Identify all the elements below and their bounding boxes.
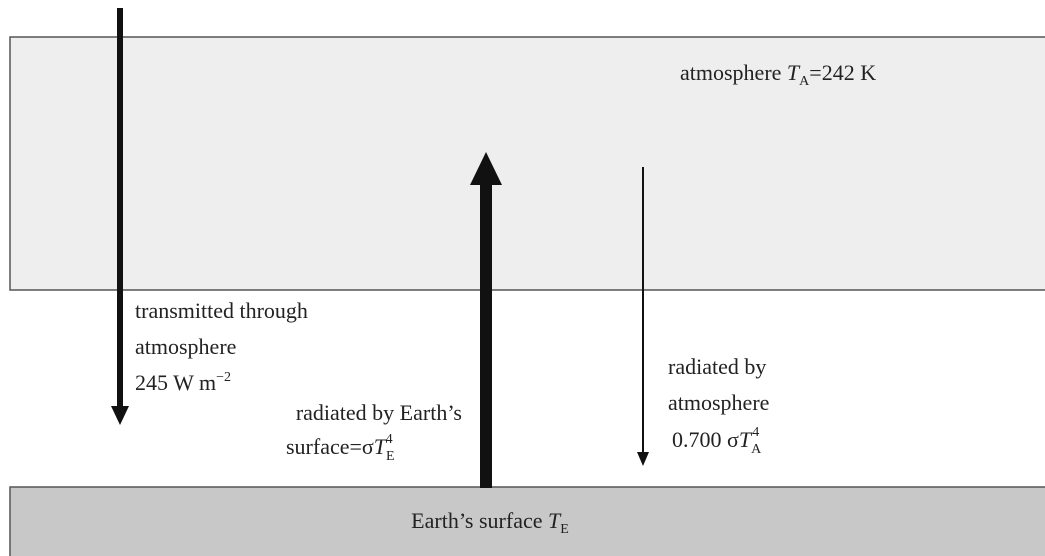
subscript: E xyxy=(560,522,569,537)
symbol: T xyxy=(374,434,388,459)
transmitted-flux: 245 W m−2 xyxy=(135,370,231,395)
earth-surface-layer xyxy=(9,486,1045,556)
surface-emission-formula: surface=σTE 4 xyxy=(286,432,395,464)
symbol: T xyxy=(548,508,562,533)
symbol: T xyxy=(739,427,753,452)
atmosphere-label: atmosphere TA=242 K xyxy=(680,60,876,89)
atmosphere-emission-label: atmosphere xyxy=(668,390,769,415)
subscript: A xyxy=(751,442,762,457)
subscript: A xyxy=(799,74,810,89)
surface-arrow-shaft xyxy=(480,182,492,488)
subscript: E xyxy=(386,449,395,464)
formula-text: surface=σ xyxy=(286,434,374,459)
surface-emission-label: radiated by Earth’s xyxy=(296,400,462,425)
atmosphere-emission-label: radiated by xyxy=(668,354,766,379)
atmosphere-arrow-head xyxy=(637,452,649,466)
exponent: −2 xyxy=(216,370,231,385)
surface-arrow-head xyxy=(470,152,502,185)
flux-text: 245 W m xyxy=(135,370,216,395)
symbol: T xyxy=(787,60,801,85)
transmitted-label: transmitted through xyxy=(135,298,308,323)
atmosphere-layer xyxy=(9,36,1045,291)
surface-label: Earth’s surface TE xyxy=(411,508,569,537)
atmosphere-emission-formula: 0.700 σTA 4 xyxy=(672,425,762,457)
exponent: 4 xyxy=(752,425,759,440)
label-text: =242 K xyxy=(809,60,876,85)
transmitted-arrow-head xyxy=(111,406,129,425)
label-text: Earth’s surface xyxy=(411,508,548,533)
label-text: atmosphere xyxy=(680,60,787,85)
exponent: 4 xyxy=(386,432,393,447)
transmitted-label: atmosphere xyxy=(135,334,236,359)
formula-text: 0.700 σ xyxy=(672,427,739,452)
